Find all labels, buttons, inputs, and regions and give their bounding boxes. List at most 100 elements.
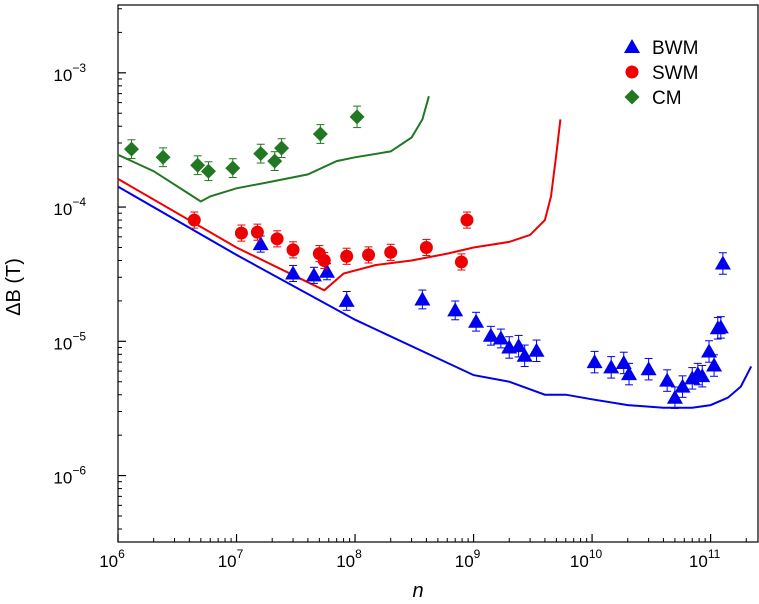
cm-data-point: [253, 143, 269, 164]
x-tick-exponent: 10: [589, 547, 603, 561]
x-tick-exponent: 9: [474, 547, 481, 561]
bwm-marker: [714, 255, 731, 270]
x-tick-exponent: 6: [118, 547, 125, 561]
x-tick-label: 106: [99, 547, 125, 571]
cm-data-point: [124, 139, 140, 160]
bwm-marker: [305, 267, 322, 282]
x-tick-label: 109: [455, 547, 481, 571]
bwm-data-point: [659, 369, 676, 392]
bwm-marker: [615, 354, 632, 369]
swm-marker: [460, 213, 474, 227]
bwm-marker: [492, 330, 509, 345]
swm-data-point: [234, 224, 248, 242]
bwm-data-point: [615, 351, 632, 375]
bwm-marker: [666, 389, 683, 404]
cm-data-point: [190, 155, 206, 176]
y-tick-exponent: −4: [72, 195, 86, 209]
bwm-data-point: [516, 344, 533, 368]
bwm-data-point: [338, 291, 355, 311]
x-tick-exponent: 7: [237, 547, 244, 561]
cm-marker: [349, 109, 365, 125]
cm-marker: [155, 149, 171, 165]
swm-marker: [384, 245, 398, 259]
data-points: [124, 105, 731, 409]
bwm-data-point: [492, 328, 509, 349]
cm-data-point: [267, 151, 283, 171]
swm-data-point: [286, 241, 300, 259]
swm-data-point: [362, 246, 376, 264]
bwm-marker: [706, 357, 723, 372]
swm-data-point: [419, 238, 433, 257]
swm-data-point: [340, 247, 354, 265]
legend: BWM SWM CM: [624, 38, 698, 109]
y-tick-exponent: −5: [72, 329, 86, 343]
x-tick-label: 107: [218, 547, 244, 571]
swm-marker: [362, 248, 376, 262]
bwm-data-point: [414, 289, 431, 310]
bwm-data-point: [694, 364, 711, 388]
bwm-data-point: [714, 252, 731, 275]
bwm-marker: [659, 372, 676, 387]
cm-data-point: [225, 158, 241, 179]
bwm-data-point: [640, 357, 657, 381]
bwm-data-point: [701, 340, 718, 363]
y-axis: 10−6 10−5 10−4 10−3: [53, 8, 126, 530]
cm-data-point: [200, 161, 216, 182]
swm-marker: [419, 240, 433, 254]
x-tick-exponent: 8: [355, 547, 362, 561]
legend-swm-marker: [625, 65, 639, 79]
bwm-marker: [482, 327, 499, 342]
bwm-data-point: [468, 311, 485, 332]
swm-data-point: [270, 230, 284, 248]
cm-marker: [200, 163, 216, 179]
bwm-marker: [318, 263, 335, 278]
y-axis-label: ΔB (T): [3, 258, 25, 316]
bwm-marker: [640, 361, 657, 376]
bwm-data-point: [447, 300, 464, 321]
cm-data-point: [349, 105, 365, 129]
swm-marker: [454, 255, 468, 269]
legend-cm-label: CM: [652, 88, 682, 109]
swm-model-curve: [117, 119, 562, 292]
swm-marker: [270, 232, 284, 246]
bwm-data-point: [666, 386, 683, 409]
x-tick-label: 108: [336, 547, 362, 571]
swm-marker: [250, 225, 264, 239]
bwm-data-point: [305, 266, 322, 284]
cm-marker: [124, 141, 140, 157]
swm-data-point: [187, 211, 201, 229]
bwm-marker: [712, 319, 729, 334]
swm-marker: [234, 226, 248, 240]
swm-data-point: [317, 251, 331, 270]
bwm-data-point: [285, 264, 302, 283]
swm-marker: [340, 249, 354, 263]
bwm-marker: [468, 313, 485, 328]
bwm-marker: [621, 366, 638, 381]
x-axis-label: n: [412, 580, 423, 602]
swm-data-point: [460, 211, 474, 229]
y-tick-label: 10−6: [53, 464, 86, 488]
y-tick-exponent: −6: [72, 464, 86, 478]
bwm-data-point: [706, 354, 723, 377]
model-curves: [117, 95, 753, 409]
cm-data-point: [274, 138, 290, 158]
bwm-data-point: [482, 325, 499, 346]
swm-marker: [286, 243, 300, 257]
legend-swm-label: SWM: [652, 63, 698, 84]
cm-marker: [225, 160, 241, 176]
legend-bwm-label: BWM: [652, 38, 698, 59]
bwm-marker: [701, 343, 718, 358]
bwm-data-point: [712, 316, 729, 339]
bwm-marker: [586, 354, 603, 369]
cm-marker: [253, 146, 269, 162]
y-tick-label: 10−5: [53, 329, 86, 353]
bwm-marker: [447, 302, 464, 317]
x-tick-label: 1011: [689, 547, 721, 571]
bwm-marker: [516, 347, 533, 362]
bwm-data-point: [252, 235, 269, 253]
swm-marker: [187, 213, 201, 227]
bwm-data-point: [510, 334, 527, 358]
bwm-marker: [285, 265, 302, 280]
cm-marker: [190, 157, 206, 173]
